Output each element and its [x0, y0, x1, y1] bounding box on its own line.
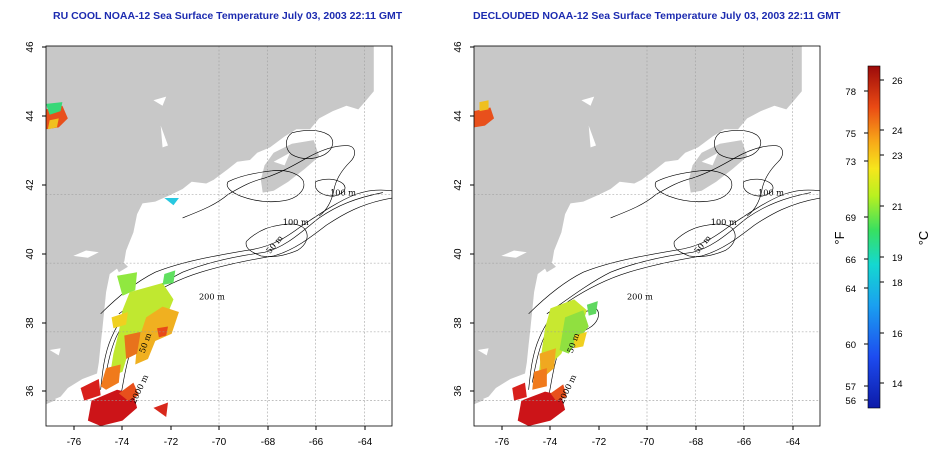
f-tick-label: 57: [845, 382, 856, 393]
c-tick-label: 19: [892, 253, 903, 264]
y-tick-label: 44: [25, 110, 36, 122]
y-tick-label: 44: [453, 110, 464, 122]
left-y-ticks: 36 38 40 42 44 46: [25, 41, 46, 397]
y-tick-label: 46: [453, 41, 464, 53]
contour-label-200m: 200 m: [199, 291, 225, 301]
y-tick-label: 40: [453, 248, 464, 260]
c-tick-label: 18: [892, 278, 903, 289]
temperature-colorbar: 78 75 73 69 66 64 60 57 56 26 24 23 21 1…: [832, 65, 931, 409]
x-tick-label: -66: [309, 437, 324, 448]
x-tick-label: -70: [212, 437, 227, 448]
contour-label-100m-b: 100 m: [711, 217, 737, 227]
c-tick-label: 21: [892, 202, 903, 213]
right-x-ticks: -76 -74 -72 -70 -68 -66 -64: [495, 426, 801, 448]
x-tick-label: -68: [261, 437, 276, 448]
panel-title-left: RU COOL NOAA-12 Sea Surface Temperature …: [53, 10, 403, 22]
panel-title-right: DECLOUDED NOAA-12 Sea Surface Temperatur…: [473, 10, 841, 22]
left-map-panel: 100 m 100 m 50 m 200 m 50 m 2000 m: [45, 45, 393, 427]
c-tick-label: 23: [892, 151, 903, 162]
fahrenheit-unit-label: °F: [832, 231, 847, 244]
c-tick-label: 26: [892, 76, 903, 87]
fahrenheit-ticks: 78 75 73 69 66 64 60 57 56: [845, 87, 868, 407]
c-tick-label: 14: [892, 379, 903, 390]
y-tick-label: 36: [453, 385, 464, 397]
x-tick-label: -74: [543, 437, 558, 448]
x-tick-label: -74: [115, 437, 130, 448]
contour-label-100m-a: 100 m: [758, 187, 784, 197]
x-tick-label: -72: [164, 437, 179, 448]
x-tick-label: -68: [689, 437, 704, 448]
y-tick-label: 46: [25, 41, 36, 53]
celsius-ticks: 26 24 23 21 19 18 16 14: [880, 76, 903, 390]
f-tick-label: 69: [845, 213, 856, 224]
right-axes: -76 -74 -72 -70 -68 -66 -64 36 38 40 42 …: [453, 41, 801, 448]
y-tick-label: 40: [25, 248, 36, 260]
y-tick-label: 38: [453, 317, 464, 329]
contour-label-200m: 200 m: [627, 291, 653, 301]
f-tick-label: 75: [845, 129, 856, 140]
y-tick-label: 42: [453, 179, 464, 191]
x-tick-label: -66: [737, 437, 752, 448]
contour-label-100m-b: 100 m: [283, 217, 309, 227]
c-tick-label: 24: [892, 126, 903, 137]
f-tick-label: 78: [845, 87, 856, 98]
left-x-ticks: -76 -74 -72 -70 -68 -66 -64: [67, 426, 373, 448]
x-tick-label: -64: [358, 437, 373, 448]
right-y-ticks: 36 38 40 42 44 46: [453, 41, 474, 397]
x-tick-label: -76: [495, 437, 510, 448]
c-tick-label: 16: [892, 329, 903, 340]
f-tick-label: 56: [845, 396, 856, 407]
x-tick-label: -64: [786, 437, 801, 448]
y-tick-label: 42: [25, 179, 36, 191]
x-tick-label: -72: [592, 437, 607, 448]
f-tick-label: 60: [845, 340, 856, 351]
celsius-unit-label: °C: [916, 231, 931, 246]
f-tick-label: 66: [845, 255, 856, 266]
grid-lines-left: [46, 46, 392, 426]
colorbar-gradient: [867, 65, 881, 409]
x-tick-label: -70: [640, 437, 655, 448]
y-tick-label: 36: [25, 385, 36, 397]
grid-lines-right: [474, 46, 820, 426]
right-map-panel: 100 m 100 m 50 m 200 m 50 m 2000 m: [473, 45, 821, 427]
x-tick-label: -76: [67, 437, 82, 448]
f-tick-label: 64: [845, 284, 856, 295]
left-axes: -76 -74 -72 -70 -68 -66 -64 36 38 40 42 …: [25, 41, 373, 448]
y-tick-label: 38: [25, 317, 36, 329]
f-tick-label: 73: [845, 157, 856, 168]
sst-patches-left: [46, 102, 179, 426]
contour-label-100m-a: 100 m: [330, 187, 356, 197]
